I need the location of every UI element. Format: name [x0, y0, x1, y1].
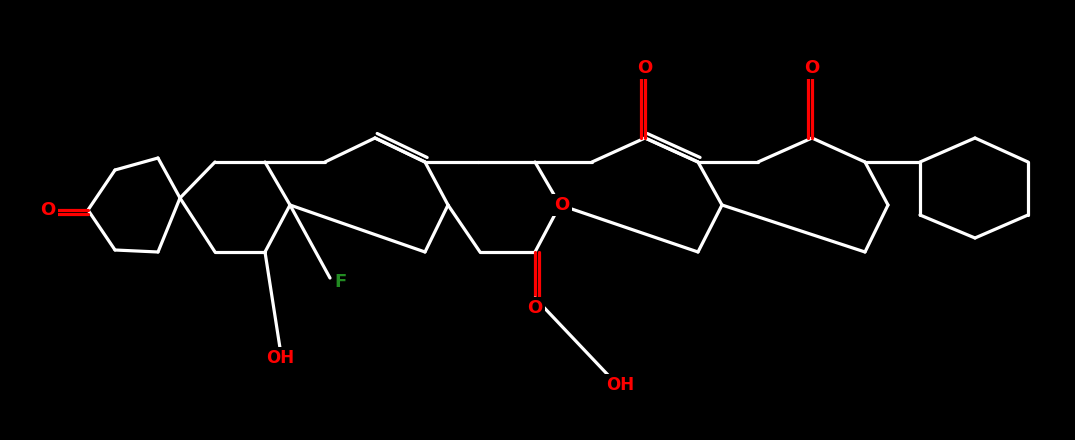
Text: O: O [528, 299, 543, 317]
Text: O: O [41, 201, 56, 219]
Text: O: O [804, 59, 819, 77]
Text: OH: OH [606, 376, 634, 394]
Text: F: F [334, 273, 346, 291]
Text: O: O [555, 196, 570, 214]
Text: O: O [637, 59, 653, 77]
Text: OH: OH [266, 349, 295, 367]
